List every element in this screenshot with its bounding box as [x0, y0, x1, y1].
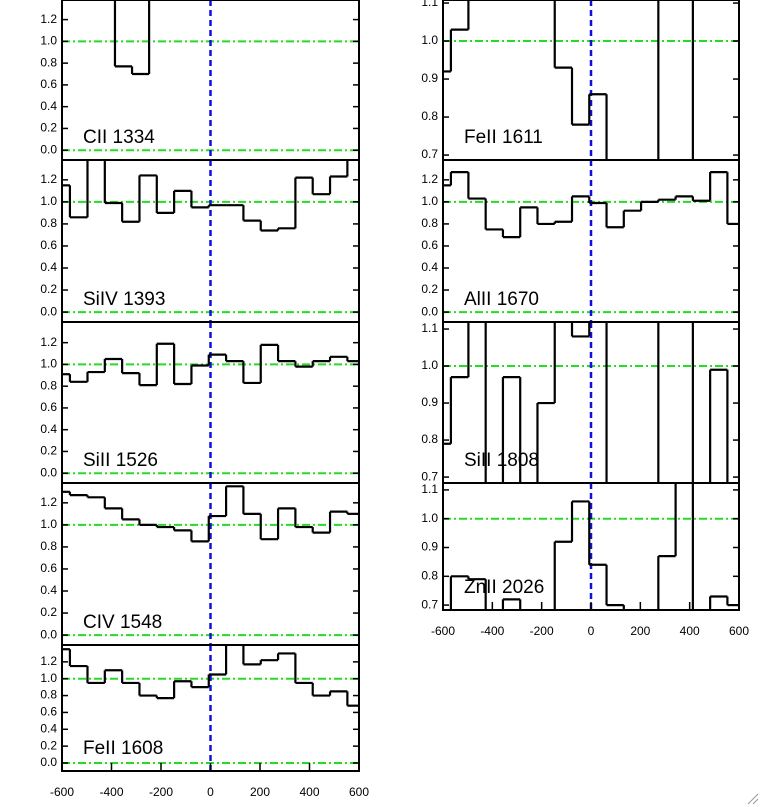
y-tick-label: 1.0 — [40, 671, 57, 685]
y-tick-label: 0.8 — [421, 216, 438, 230]
y-tick-label: 0.2 — [421, 282, 438, 296]
y-tick-label: 1.0 — [421, 33, 438, 47]
panel-plot — [443, 160, 739, 322]
y-tick-label: 0.2 — [40, 605, 57, 619]
line-label: ZnII 2026 — [464, 577, 544, 598]
x-tick-label: -600 — [431, 624, 455, 638]
y-tick-label: 1.1 — [421, 482, 438, 496]
y-tick-label: 0.2 — [40, 121, 57, 135]
x-tick-label: 400 — [680, 624, 700, 638]
panel-plot — [62, 0, 359, 160]
y-tick-label: 0.4 — [40, 422, 57, 436]
y-tick-label: 1.2 — [40, 654, 57, 668]
y-tick-label: 0.4 — [40, 583, 57, 597]
y-tick-label: 0.7 — [421, 469, 438, 483]
y-tick-label: 0.9 — [421, 71, 438, 85]
panel-plot — [62, 160, 359, 322]
y-tick-label: 0.8 — [421, 568, 438, 582]
y-tick-label: 0.4 — [40, 99, 57, 113]
line-label: CII 1334 — [83, 127, 155, 148]
panel-plot — [62, 645, 359, 771]
y-tick-label: 0.8 — [421, 109, 438, 123]
y-tick-label: 0.6 — [40, 400, 57, 414]
x-tick-label: 600 — [729, 624, 749, 638]
resize-grip — [747, 793, 759, 805]
y-tick-label: 0.7 — [421, 147, 438, 161]
y-tick-label: 0.0 — [40, 304, 57, 318]
panel-plot — [443, 0, 739, 160]
x-tick-label: 600 — [349, 785, 369, 799]
line-label: CIV 1548 — [83, 612, 162, 633]
y-tick-label: 0.6 — [40, 561, 57, 575]
y-tick-label: 1.2 — [40, 495, 57, 509]
y-tick-label: 0.8 — [40, 216, 57, 230]
x-tick-label: 400 — [299, 785, 319, 799]
y-tick-label: 0.6 — [421, 238, 438, 252]
y-tick-label: 1.0 — [40, 517, 57, 531]
y-tick-label: 1.2 — [40, 335, 57, 349]
y-tick-label: 0.7 — [421, 597, 438, 611]
y-tick-label: 0.6 — [40, 705, 57, 719]
x-tick-label: 0 — [207, 785, 214, 799]
x-tick-label: -400 — [99, 785, 123, 799]
y-tick-label: 1.0 — [421, 358, 438, 372]
y-tick-label: 0.4 — [40, 721, 57, 735]
y-tick-label: 1.0 — [421, 511, 438, 525]
line-label: FeII 1611 — [464, 127, 543, 148]
y-tick-label: 1.2 — [40, 12, 57, 26]
y-tick-label: 0.8 — [40, 539, 57, 553]
y-tick-label: 0.4 — [421, 260, 438, 274]
panel-plot — [443, 483, 739, 610]
y-tick-label: 0.6 — [40, 238, 57, 252]
y-tick-label: 1.1 — [421, 0, 438, 9]
x-tick-label: 200 — [250, 785, 270, 799]
x-tick-label: -600 — [50, 785, 74, 799]
line-label: AlII 1670 — [464, 289, 539, 310]
line-label: SiII 1526 — [83, 450, 158, 471]
y-tick-label: 1.0 — [40, 34, 57, 48]
x-tick-label: -200 — [530, 624, 554, 638]
line-label: SiII 1808 — [464, 450, 539, 471]
line-label: FeII 1608 — [83, 738, 163, 759]
x-tick-label: 0 — [588, 624, 595, 638]
y-tick-label: 0.9 — [421, 540, 438, 554]
panel-plot — [62, 322, 359, 483]
y-tick-label: 0.0 — [421, 304, 438, 318]
y-tick-label: 0.0 — [40, 142, 57, 156]
y-tick-label: 0.0 — [40, 755, 57, 769]
y-tick-label: 0.9 — [421, 395, 438, 409]
y-tick-label: 1.0 — [40, 357, 57, 371]
y-tick-label: 0.6 — [40, 77, 57, 91]
y-tick-label: 1.2 — [421, 172, 438, 186]
y-tick-label: 0.2 — [40, 738, 57, 752]
y-tick-label: 1.0 — [40, 194, 57, 208]
panel-plot — [62, 483, 359, 645]
y-tick-label: 0.8 — [40, 688, 57, 702]
y-tick-label: 0.0 — [40, 627, 57, 641]
y-tick-label: 1.0 — [421, 194, 438, 208]
line-label: SiIV 1393 — [83, 289, 165, 310]
y-tick-label: 0.4 — [40, 260, 57, 274]
panel-plot — [443, 322, 739, 483]
y-tick-label: 0.2 — [40, 282, 57, 296]
x-tick-label: 200 — [630, 624, 650, 638]
y-tick-label: 0.2 — [40, 444, 57, 458]
y-tick-label: 1.2 — [40, 172, 57, 186]
x-tick-label: -200 — [149, 785, 173, 799]
y-tick-label: 1.1 — [421, 321, 438, 335]
x-tick-label: -400 — [480, 624, 504, 638]
y-tick-label: 0.8 — [40, 55, 57, 69]
y-tick-label: 0.8 — [421, 432, 438, 446]
y-tick-label: 0.8 — [40, 378, 57, 392]
y-tick-label: 0.0 — [40, 465, 57, 479]
